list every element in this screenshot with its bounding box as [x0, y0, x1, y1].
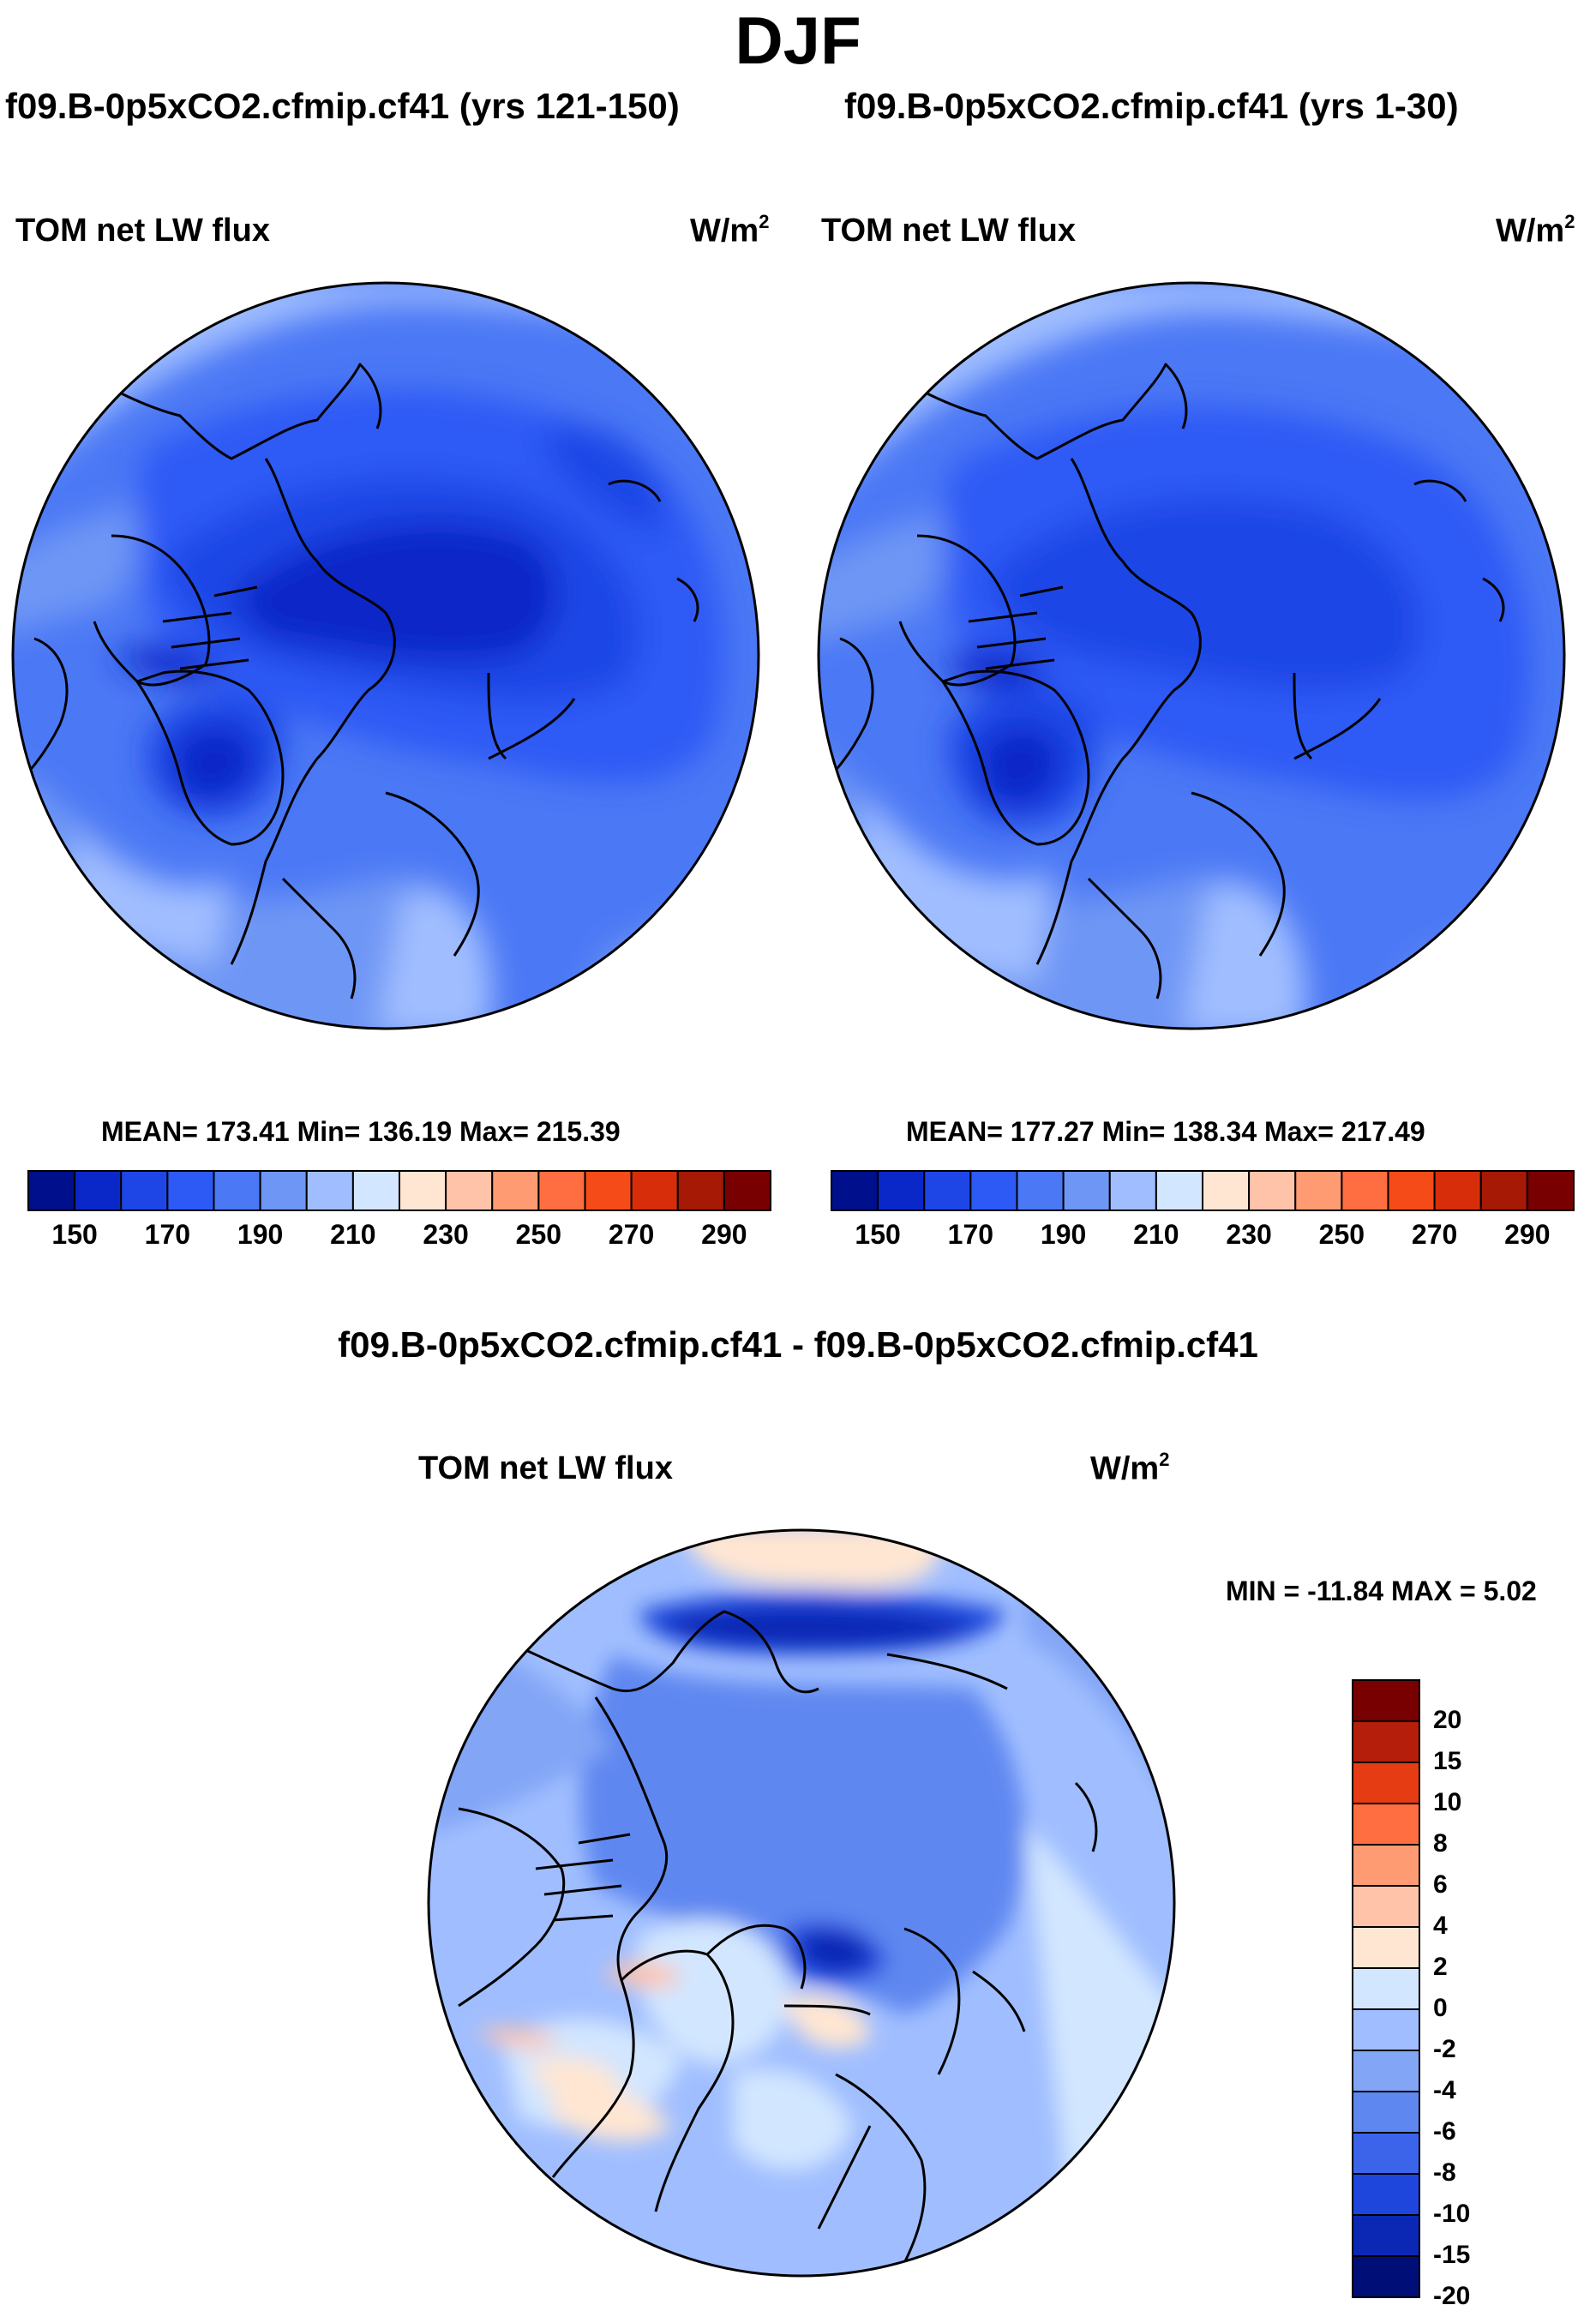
colorbar-swatch: [1352, 1844, 1420, 1887]
right-units-label: W/m2: [1496, 211, 1575, 249]
colorbar-swatch: [1352, 1679, 1420, 1722]
colorbar-tick-label: 0: [1433, 1994, 1448, 2022]
colorbar-swatch: [1352, 2173, 1420, 2216]
colorbar-swatch: [831, 1170, 879, 1211]
colorbar-swatch: [1108, 1170, 1157, 1211]
colorbar-swatch: [1352, 2091, 1420, 2134]
colorbar-swatch: [1352, 1803, 1420, 1846]
right-stats: MEAN= 177.27 Min= 138.34 Max= 217.49: [906, 1116, 1425, 1147]
colorbar-swatch: [1352, 1967, 1420, 2010]
difference-panel-title: f09.B-0p5xCO2.cfmip.cf41 - f09.B-0p5xCO2…: [338, 1324, 1258, 1365]
colorbar-swatch: [1352, 2255, 1420, 2298]
colorbar-tick-label: 270: [608, 1219, 655, 1250]
colorbar-swatch: [1526, 1170, 1575, 1211]
colorbar-swatch: [74, 1170, 123, 1211]
colorbar-swatch: [27, 1170, 76, 1211]
colorbar-tick-label: -2: [1433, 2035, 1456, 2063]
colorbar-swatch: [1352, 2132, 1420, 2175]
left-polar-map: [11, 281, 760, 1030]
colorbar-tick-label: -4: [1433, 2076, 1456, 2104]
colorbar-swatch: [1016, 1170, 1065, 1211]
colorbar-swatch: [723, 1170, 771, 1211]
colorbar-swatch: [1352, 1885, 1420, 1928]
colorbar-swatch: [1352, 2008, 1420, 2051]
colorbar-swatch: [1352, 1926, 1420, 1969]
colorbar-tick-label: 170: [947, 1219, 994, 1250]
colorbar-tick-label: 170: [144, 1219, 191, 1250]
colorbar-tick-label: 190: [237, 1219, 284, 1250]
colorbar-swatch: [537, 1170, 586, 1211]
colorbar-tick-label: 150: [51, 1219, 98, 1250]
colorbar-swatch: [120, 1170, 169, 1211]
colorbar-tick-label: 4: [1433, 1912, 1448, 1940]
colorbar-tick-label: 210: [330, 1219, 376, 1250]
colorbar-swatch: [1341, 1170, 1389, 1211]
left-variable-label: TOM net LW flux: [15, 213, 270, 249]
colorbar-swatch: [1062, 1170, 1111, 1211]
colorbar-tick-label: 210: [1133, 1219, 1179, 1250]
colorbar-tick-label: -10: [1433, 2200, 1471, 2228]
colorbar-tick-label: 290: [701, 1219, 747, 1250]
difference-stats: MIN = -11.84 MAX = 5.02: [1226, 1576, 1537, 1606]
colorbar-swatch: [1294, 1170, 1343, 1211]
colorbar-tick-label: 270: [1411, 1219, 1458, 1250]
colorbar-tick-label: -20: [1433, 2282, 1471, 2310]
colorbar-swatch: [1433, 1170, 1482, 1211]
difference-colorbar: [1352, 1679, 1420, 2298]
colorbar-tick-label: 15: [1433, 1747, 1462, 1775]
left-stats: MEAN= 173.41 Min= 136.19 Max= 215.39: [101, 1116, 621, 1147]
colorbar-tick-label: 2: [1433, 1953, 1448, 1981]
colorbar-swatch: [1352, 1762, 1420, 1804]
colorbar-swatch: [351, 1170, 400, 1211]
colorbar-swatch: [213, 1170, 261, 1211]
colorbar-swatch: [1155, 1170, 1203, 1211]
colorbar-swatch: [305, 1170, 354, 1211]
right-panel-title: f09.B-0p5xCO2.cfmip.cf41 (yrs 1-30): [844, 86, 1459, 126]
colorbar-tick-label: 6: [1433, 1870, 1448, 1899]
colorbar-tick-label: 190: [1040, 1219, 1087, 1250]
right-colorbar: [831, 1170, 1575, 1211]
main-title: DJF: [735, 3, 861, 78]
colorbar-tick-label: 10: [1433, 1788, 1462, 1816]
colorbar-swatch: [1202, 1170, 1251, 1211]
colorbar-swatch: [1248, 1170, 1297, 1211]
colorbar-swatch: [923, 1170, 972, 1211]
colorbar-tick-label: 150: [855, 1219, 901, 1250]
colorbar-swatch: [445, 1170, 494, 1211]
colorbar-swatch: [1387, 1170, 1436, 1211]
colorbar-swatch: [676, 1170, 725, 1211]
colorbar-tick-label: -15: [1433, 2241, 1471, 2269]
colorbar-tick-label: 8: [1433, 1829, 1448, 1858]
colorbar-swatch: [969, 1170, 1018, 1211]
colorbar-tick-label: 250: [1318, 1219, 1365, 1250]
left-colorbar: [27, 1170, 771, 1211]
difference-polar-map: [427, 1528, 1176, 2278]
colorbar-swatch: [491, 1170, 540, 1211]
colorbar-swatch: [1352, 2214, 1420, 2257]
colorbar-swatch: [584, 1170, 633, 1211]
difference-units-label: W/m2: [1090, 1449, 1170, 1487]
colorbar-swatch: [1352, 1720, 1420, 1763]
colorbar-tick-label: 250: [515, 1219, 562, 1250]
right-polar-map: [817, 281, 1566, 1030]
colorbar-swatch: [1352, 2050, 1420, 2092]
colorbar-tick-label: -6: [1433, 2117, 1456, 2146]
colorbar-swatch: [630, 1170, 679, 1211]
colorbar-tick-label: 20: [1433, 1706, 1462, 1734]
colorbar-swatch: [166, 1170, 215, 1211]
colorbar-swatch: [877, 1170, 926, 1211]
colorbar-tick-label: 230: [1226, 1219, 1272, 1250]
colorbar-swatch: [399, 1170, 447, 1211]
colorbar-swatch: [259, 1170, 308, 1211]
colorbar-tick-label: -8: [1433, 2158, 1456, 2187]
right-variable-label: TOM net LW flux: [821, 213, 1076, 249]
colorbar-tick-label: 290: [1504, 1219, 1551, 1250]
left-units-label: W/m2: [690, 211, 770, 249]
difference-variable-label: TOM net LW flux: [418, 1450, 673, 1486]
left-panel-title: f09.B-0p5xCO2.cfmip.cf41 (yrs 121-150): [5, 86, 680, 126]
colorbar-swatch: [1479, 1170, 1528, 1211]
colorbar-tick-label: 230: [423, 1219, 469, 1250]
